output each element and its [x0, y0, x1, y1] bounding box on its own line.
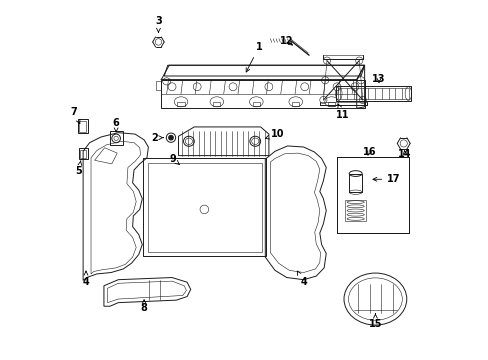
Text: 16: 16 — [362, 147, 375, 157]
Text: 6: 6 — [113, 118, 119, 132]
Bar — [292, 102, 299, 107]
Bar — [143, 158, 265, 256]
Text: 1: 1 — [245, 42, 262, 72]
Text: 12: 12 — [280, 36, 293, 46]
Text: 14: 14 — [398, 149, 411, 159]
Text: 15: 15 — [368, 314, 381, 329]
Bar — [109, 131, 122, 145]
Text: 4: 4 — [297, 271, 306, 287]
Bar — [79, 148, 88, 159]
Text: 17: 17 — [372, 174, 400, 184]
Text: 2: 2 — [151, 133, 163, 143]
Text: 4: 4 — [82, 271, 89, 287]
Bar — [348, 174, 362, 192]
Bar — [336, 157, 408, 233]
Bar — [79, 121, 86, 132]
Bar — [213, 102, 220, 107]
Text: 13: 13 — [371, 74, 385, 84]
Text: 10: 10 — [265, 129, 285, 139]
Bar — [337, 88, 408, 99]
Text: 8: 8 — [141, 300, 147, 314]
Bar — [252, 102, 260, 107]
Bar — [78, 119, 88, 134]
Bar — [344, 200, 366, 221]
Bar — [147, 163, 261, 252]
Bar — [336, 157, 408, 233]
Text: 9: 9 — [169, 154, 179, 165]
Text: 5: 5 — [75, 161, 82, 176]
Text: 11: 11 — [336, 104, 349, 121]
Bar — [335, 86, 410, 101]
Bar — [327, 102, 335, 107]
Circle shape — [168, 135, 173, 140]
Text: 3: 3 — [155, 17, 162, 32]
Bar — [177, 102, 184, 107]
Bar — [161, 80, 364, 108]
Bar — [80, 150, 86, 158]
Text: 7: 7 — [71, 107, 80, 123]
